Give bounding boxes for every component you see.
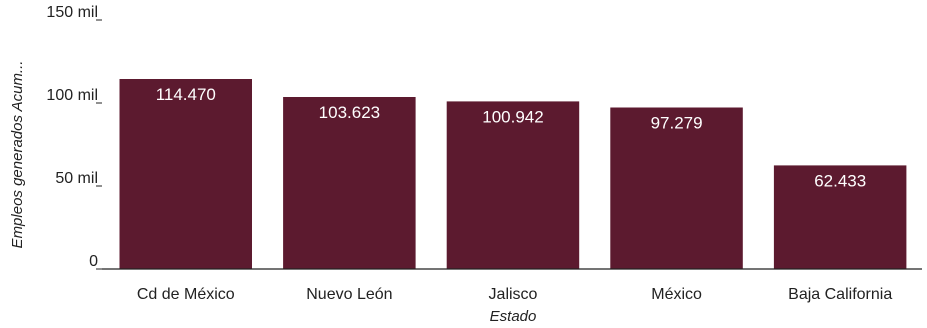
bar-4 — [773, 165, 907, 269]
y-tick-label-3: 150 mil — [46, 4, 98, 21]
data-label-2: 100.942 — [482, 107, 543, 126]
bar-1 — [283, 97, 416, 269]
data-label-0: 114.470 — [156, 85, 216, 104]
y-axis-ticks: 0 50 mil 100 mil 150 mil — [46, 4, 102, 270]
data-label-4: 62.433 — [814, 171, 866, 190]
x-tick-label-4: Baja California — [788, 286, 892, 303]
data-label-3: 97.279 — [651, 114, 703, 133]
x-tick-label-0: Cd de México — [137, 286, 235, 303]
x-axis-ticks: Cd de México Nuevo León Jalisco México Baja … — [137, 286, 892, 303]
x-tick-label-1: Nuevo León — [306, 286, 392, 303]
y-tick-label-0: 0 — [89, 253, 98, 270]
bars-group — [119, 79, 907, 270]
data-label-1: 103.623 — [319, 103, 380, 122]
bar-2 — [446, 101, 580, 270]
x-tick-label-3: México — [651, 286, 702, 303]
x-axis-title: Estado — [490, 308, 537, 325]
bar-3 — [610, 107, 743, 269]
data-labels-group: 114.470 103.623 100.942 97.279 62.433 — [156, 85, 867, 190]
bar-0 — [119, 79, 252, 269]
y-tick-label-1: 50 mil — [55, 170, 98, 187]
y-tick-label-2: 100 mil — [46, 87, 98, 104]
x-tick-label-2: Jalisco — [489, 286, 538, 303]
y-axis-title: Empleos generados Acum... — [9, 61, 26, 249]
